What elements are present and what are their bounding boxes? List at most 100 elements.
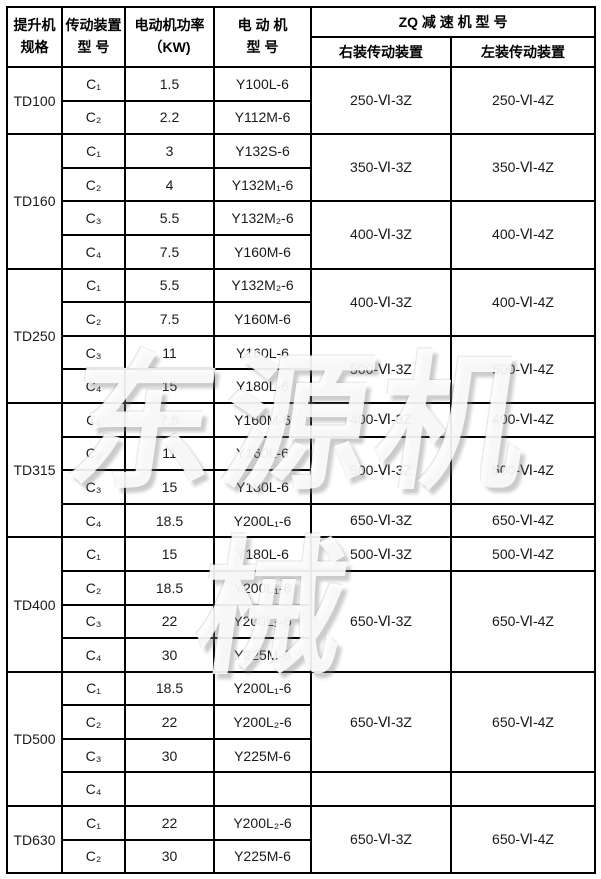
table-row: TD250 C₁ 5.5 Y132M₂-6 400-Ⅵ-3Z 400-Ⅵ-4Z — [6, 267, 597, 404]
table-row: TD100 C₁ 1.5 Y100L-6 250-Ⅵ-3Z 250-Ⅵ-4Z — [6, 65, 597, 136]
power-cell: 15 — [124, 469, 215, 505]
motor-cell: Y132M₂-6 — [213, 200, 312, 236]
spec-cell: TD315 — [6, 401, 63, 539]
header-motor-power: 电动机功率 （KW) — [124, 6, 215, 68]
drive-model-cell: C₁ — [61, 401, 126, 438]
reducer-right-cell: 650-Ⅵ-3Z — [310, 805, 452, 875]
header-row-top: 提升机 规格 传动装置 型 号 电动机功率 （KW) 电 动 机 型 号 ZQ … — [6, 6, 597, 68]
power-cell: 18.5 — [124, 569, 215, 606]
header-power-line1: 电动机功率 — [134, 17, 205, 34]
power-cell: 22 — [124, 805, 215, 841]
table-row: C₂ 18.5 Y200L₁-6 650-Ⅵ-3Z 650-Ⅵ-4Z — [7, 569, 597, 673]
power-cell: 5.5 — [124, 267, 215, 304]
table-row: C₃ 30 Y225M-6 — [7, 737, 595, 774]
drive-model-cell: C₁ — [61, 66, 126, 102]
spec-table: 提升机 规格 传动装置 型 号 电动机功率 （KW) 电 动 机 型 号 ZQ … — [6, 6, 597, 875]
reducer-right-cell — [310, 771, 452, 808]
drive-model-cell: C₄ — [61, 368, 126, 404]
drive-model-cell: C₁ — [61, 805, 126, 841]
header-motor-line2: 型 号 — [246, 39, 279, 55]
reducer-left-cell: 400-Ⅵ-4Z — [449, 200, 597, 270]
power-cell: 22 — [124, 704, 215, 740]
drive-model-cell: C₄ — [61, 637, 126, 673]
power-cell: 2.2 — [124, 99, 215, 136]
motor-cell: Y160M-6 — [213, 233, 312, 270]
motor-cell: Y132S-6 — [213, 133, 312, 169]
drive-model-cell: C₁ — [61, 536, 126, 572]
drive-model-cell: C₂ — [61, 166, 126, 203]
drive-model-cell: C₃ — [61, 737, 126, 774]
reducer-right-cell: 400-Ⅵ-3Z — [310, 267, 452, 337]
table-row: C₄ 15 Y180L-6 — [7, 368, 595, 404]
motor-cell — [213, 771, 312, 808]
motor-cell: Y200L₁-6 — [213, 670, 312, 707]
power-cell: 1.5 — [124, 66, 215, 102]
table-row: C₂ 4 Y132M₁-6 — [7, 166, 595, 203]
table-row: TD500 C₁ 18.5 Y200L₁-6 650-Ⅵ-3Z 650-Ⅵ-4Z — [6, 670, 597, 808]
drive-model-cell: C₃ — [61, 200, 126, 236]
spec-table-body: TD100 C₁ 1.5 Y100L-6 250-Ⅵ-3Z 250-Ⅵ-4Z C₂ 2.2 Y1… — [6, 65, 597, 875]
motor-cell: Y180L-6 — [213, 469, 312, 505]
reducer-left-cell: 350-Ⅵ-4Z — [449, 133, 597, 203]
reducer-left-cell: 650-Ⅵ-4Z — [449, 569, 597, 673]
drive-model-cell: C₄ — [61, 233, 126, 270]
reducer-right-cell: 400-Ⅵ-3Z — [310, 200, 452, 270]
table-row: C₄ 7.5 Y160M-6 — [7, 233, 595, 270]
reducer-left-cell: 250-Ⅵ-4Z — [449, 65, 597, 136]
header-motor-line1: 电 动 机 — [237, 17, 288, 34]
power-cell: 7.5 — [124, 401, 215, 438]
power-cell: 11 — [124, 334, 215, 371]
drive-model-cell: C₂ — [61, 435, 126, 472]
header-drive-line1: 传动装置 — [65, 17, 122, 34]
spec-cell: TD100 — [6, 65, 63, 136]
power-cell: 15 — [124, 368, 215, 404]
power-cell — [124, 771, 215, 808]
motor-cell: Y200L₂-6 — [213, 805, 312, 841]
table-row: C₂ 22 Y200L₂-6 — [7, 704, 595, 740]
reducer-right-cell: 250-Ⅵ-3Z — [310, 65, 452, 136]
motor-cell: Y132M₁-6 — [213, 166, 312, 203]
reducer-right-cell: 650-Ⅵ-3Z — [310, 670, 452, 774]
spec-cell: TD500 — [6, 670, 63, 808]
spec-cell: TD630 — [6, 805, 63, 875]
reducer-right-cell: 650-Ⅵ-3Z — [310, 569, 452, 673]
power-cell: 4 — [124, 166, 215, 203]
power-cell: 7.5 — [124, 233, 215, 270]
table-row: C₃ 5.5 Y132M₂-6 400-Ⅵ-3Z 400-Ⅵ-4Z — [7, 200, 597, 270]
table-row: TD400 C₁ 15 Y180L-6 500-Ⅵ-3Z 500-Ⅵ-4Z — [6, 536, 597, 673]
power-cell: 30 — [124, 637, 215, 673]
motor-cell: Y100L-6 — [213, 66, 312, 102]
drive-model-cell: C₂ — [61, 569, 126, 606]
reducer-left-cell: 500-Ⅵ-4Z — [449, 435, 597, 505]
drive-model-cell: C₁ — [61, 133, 126, 169]
table-row: C₂ 30 Y225M-6 — [7, 838, 595, 875]
table-row: C₃ 15 Y180L-6 — [7, 469, 595, 505]
power-cell: 30 — [124, 838, 215, 875]
motor-cell: Y180L-6 — [213, 536, 312, 572]
motor-cell: Y180L-6 — [213, 368, 312, 404]
motor-cell: Y160M-6 — [213, 401, 312, 438]
header-drive-line2: 型 号 — [77, 39, 110, 55]
spec-cell: TD400 — [6, 536, 63, 673]
reducer-left-cell: 650-Ⅵ-4Z — [449, 805, 597, 875]
header-zq-reducer: ZQ 减 速 机 型 号 — [309, 6, 597, 38]
table-row: TD315 C₁ 7.5 Y160M-6 400-Ⅵ-3Z 400-Ⅵ-4Z — [6, 401, 597, 539]
power-cell: 18.5 — [124, 502, 215, 539]
motor-cell: Y132M₂-6 — [213, 267, 312, 304]
reducer-right-cell: 500-Ⅵ-3Z — [310, 334, 452, 404]
reducer-left-cell: 500-Ⅵ-4Z — [449, 334, 597, 404]
motor-cell: Y112M-6 — [213, 99, 312, 136]
reducer-left-cell: 400-Ⅵ-4Z — [449, 401, 597, 438]
motor-cell: Y225M-6 — [213, 637, 312, 673]
power-cell: 30 — [124, 737, 215, 774]
reducer-right-cell: 500-Ⅵ-3Z — [310, 435, 452, 505]
table-row: C₄ — [7, 771, 597, 808]
power-cell: 7.5 — [124, 301, 215, 337]
header-spec-line2: 规格 — [20, 39, 49, 55]
reducer-left-cell: 650-Ⅵ-4Z — [449, 502, 597, 539]
motor-cell: Y225M-6 — [213, 737, 312, 774]
power-cell: 5.5 — [124, 200, 215, 236]
motor-cell: Y200L₁-6 — [213, 569, 312, 606]
header-spec: 提升机 规格 — [6, 6, 63, 68]
